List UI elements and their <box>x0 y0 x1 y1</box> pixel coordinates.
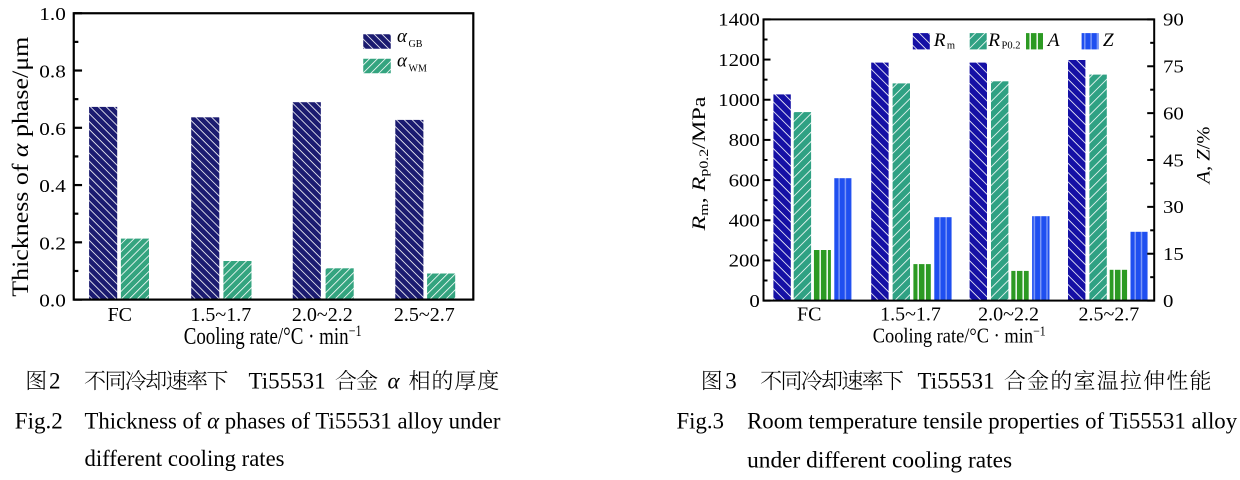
svg-text:P0.2: P0.2 <box>1002 40 1021 51</box>
svg-text:Z: Z <box>1103 30 1114 51</box>
svg-text:2.0~2.2: 2.0~2.2 <box>292 304 353 326</box>
svg-text:Fig.3: Fig.3 <box>677 409 725 434</box>
svg-text:2.0~2.2: 2.0~2.2 <box>978 304 1039 326</box>
svg-text:90: 90 <box>1163 10 1184 30</box>
svg-text:1200: 1200 <box>718 50 760 70</box>
svg-text:FC: FC <box>108 304 132 326</box>
svg-text:800: 800 <box>729 130 761 150</box>
svg-text:2.5~2.7: 2.5~2.7 <box>1078 304 1139 326</box>
svg-text:α: α <box>388 369 401 394</box>
svg-text:R: R <box>933 30 946 51</box>
svg-text:0.0: 0.0 <box>39 291 66 311</box>
svg-text:Rm, Rp0.2/MPa: Rm, Rp0.2/MPa <box>689 96 711 232</box>
svg-text:1000: 1000 <box>718 90 760 110</box>
svg-text:0: 0 <box>1163 291 1174 311</box>
svg-text:60: 60 <box>1163 103 1184 123</box>
svg-text:different cooling rates: different cooling rates <box>85 446 285 471</box>
svg-text:2: 2 <box>49 369 61 394</box>
svg-text:Room temperature tensile prope: Room temperature tensile properties of T… <box>747 409 1237 434</box>
svg-text:Fig.2: Fig.2 <box>15 409 63 434</box>
svg-text:2.5~2.7: 2.5~2.7 <box>394 304 455 326</box>
svg-text:0.2: 0.2 <box>39 233 66 253</box>
svg-text:3: 3 <box>725 369 737 394</box>
svg-text:A, Z/%: A, Z/% <box>1194 126 1215 185</box>
svg-text:0.8: 0.8 <box>39 62 66 82</box>
svg-text:15: 15 <box>1163 244 1184 264</box>
svg-text:0.4: 0.4 <box>39 176 66 196</box>
svg-text:WM: WM <box>409 64 427 75</box>
svg-text:Ti55531: Ti55531 <box>918 369 995 394</box>
svg-text:Cooling rate/°C · min−1: Cooling rate/°C · min−1 <box>873 324 1046 348</box>
svg-text:Cooling rate/°C · min−1: Cooling rate/°C · min−1 <box>184 323 362 350</box>
svg-text:600: 600 <box>729 170 761 190</box>
svg-text:400: 400 <box>729 211 761 231</box>
svg-text:FC: FC <box>797 304 821 326</box>
svg-text:1.5~1.7: 1.5~1.7 <box>190 304 251 326</box>
svg-text:30: 30 <box>1163 197 1184 217</box>
svg-text:GB: GB <box>409 39 423 50</box>
svg-text:200: 200 <box>729 251 761 271</box>
svg-text:α: α <box>397 26 408 47</box>
svg-text:under different cooling rates: under different cooling rates <box>747 448 1012 473</box>
svg-text:m: m <box>947 40 955 51</box>
svg-text:0: 0 <box>749 291 760 311</box>
svg-text:Ti55531: Ti55531 <box>249 369 326 394</box>
svg-text:75: 75 <box>1163 57 1184 77</box>
svg-text:0.6: 0.6 <box>39 119 66 139</box>
svg-text:A: A <box>1046 30 1060 51</box>
svg-text:1.5~1.7: 1.5~1.7 <box>880 304 941 326</box>
svg-text:α: α <box>397 51 408 72</box>
svg-text:1.0: 1.0 <box>39 4 66 24</box>
svg-text:1400: 1400 <box>718 10 760 30</box>
svg-text:45: 45 <box>1163 150 1184 170</box>
svg-text:R: R <box>987 30 1000 51</box>
svg-text:Thickness of α phases of Ti555: Thickness of α phases of Ti55531 alloy u… <box>85 409 501 434</box>
svg-text:Thickness of α phase/μm: Thickness of α phase/μm <box>8 37 34 297</box>
